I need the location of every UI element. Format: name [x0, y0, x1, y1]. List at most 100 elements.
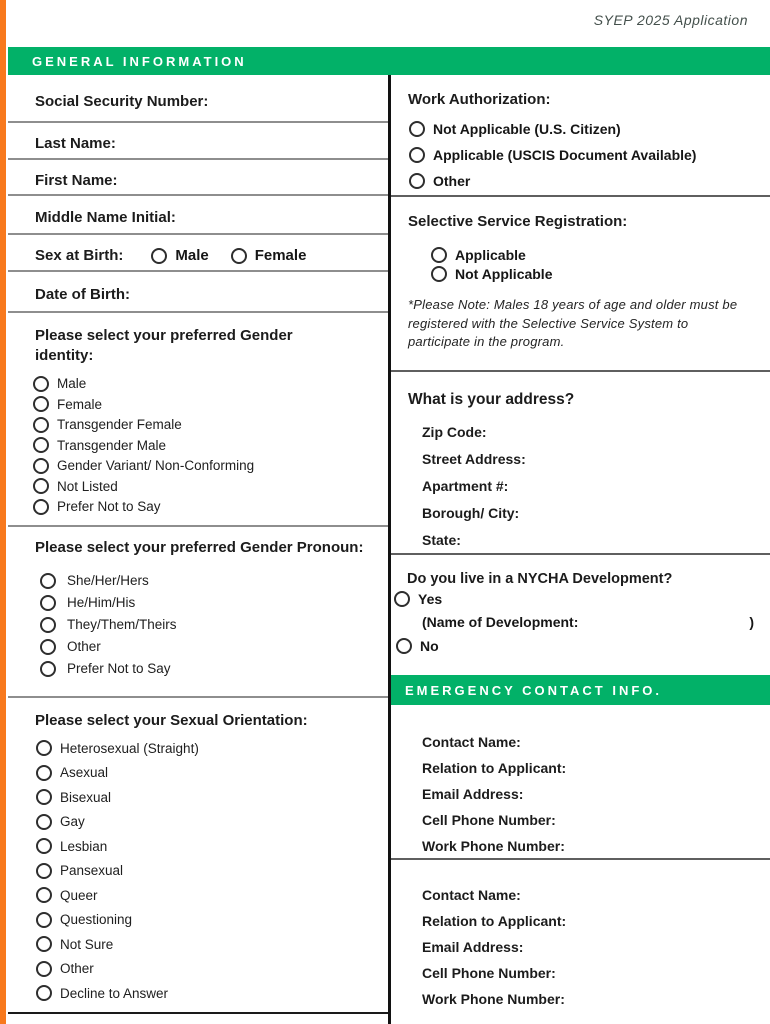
- radio-gp-prefer-not-to-say[interactable]: [40, 660, 56, 677]
- gp-option-label: Other: [67, 639, 101, 655]
- middle-initial-field[interactable]: Middle Name Initial:: [8, 196, 388, 235]
- radio-so-asexual[interactable]: [36, 764, 52, 781]
- gp-option-label: He/Him/His: [67, 595, 136, 611]
- apartment-field[interactable]: Apartment #:: [391, 472, 770, 499]
- contact1-email-field[interactable]: Email Address:: [391, 781, 770, 807]
- contact1-relation-field[interactable]: Relation to Applicant:: [391, 755, 770, 781]
- radio-gi-not-listed[interactable]: [33, 478, 49, 495]
- nycha-yes-option: Yes: [391, 589, 770, 609]
- contact1-name-field[interactable]: Contact Name:: [391, 729, 770, 755]
- radio-wa-not-applicable[interactable]: [409, 120, 425, 137]
- nycha-close-paren: ): [749, 614, 754, 630]
- radio-wa-other[interactable]: [409, 172, 425, 189]
- radio-ss-applicable[interactable]: [431, 247, 447, 264]
- so-option-label: Queer: [60, 887, 98, 903]
- borough-city-field[interactable]: Borough/ City:: [391, 499, 770, 526]
- so-option-label: Gay: [60, 814, 85, 830]
- work-authorization-heading: Work Authorization:: [408, 91, 551, 108]
- radio-gi-female[interactable]: [33, 396, 49, 413]
- gi-option-label: Male: [57, 376, 87, 392]
- sex-female-label: Female: [254, 247, 307, 264]
- contact1-work-phone-field[interactable]: Work Phone Number:: [391, 833, 770, 859]
- work-auth-option: Not Applicable (U.S. Citizen): [391, 116, 770, 142]
- radio-gp-other[interactable]: [40, 638, 56, 655]
- relation-label: Relation to Applicant:: [422, 913, 567, 929]
- sexual-orientation-option: Queer: [8, 883, 388, 908]
- ssn-field[interactable]: Social Security Number:: [8, 75, 388, 123]
- radio-so-queer[interactable]: [36, 887, 52, 904]
- street-address-field[interactable]: Street Address:: [391, 445, 770, 472]
- gender-identity-section: Please select your preferred Gender iden…: [8, 313, 388, 527]
- dob-field[interactable]: Date of Birth:: [8, 272, 388, 313]
- radio-so-bisexual[interactable]: [36, 789, 52, 806]
- section-banner-emergency-contact: EMERGENCY CONTACT INFO.: [391, 675, 770, 705]
- so-option-label: Bisexual: [60, 789, 112, 805]
- work-auth-option: Other: [391, 168, 770, 194]
- sexual-orientation-option: Questioning: [8, 907, 388, 932]
- ss-option-label: Not Applicable: [455, 266, 553, 283]
- first-name-field[interactable]: First Name:: [8, 160, 388, 196]
- form-columns: Social Security Number: Last Name: First…: [8, 75, 770, 1024]
- email-label: Email Address:: [422, 786, 524, 802]
- so-option-label: Other: [60, 961, 94, 977]
- radio-gp-she-her[interactable]: [40, 572, 56, 589]
- contact2-name-field[interactable]: Contact Name:: [391, 882, 770, 908]
- borough-city-label: Borough/ City:: [422, 504, 520, 521]
- zip-code-field[interactable]: Zip Code:: [391, 418, 770, 445]
- radio-so-lesbian[interactable]: [36, 838, 52, 855]
- gender-pronoun-option: They/Them/Theirs: [8, 614, 388, 636]
- sexual-orientation-option: Bisexual: [8, 785, 388, 810]
- radio-gi-male[interactable]: [33, 375, 49, 392]
- radio-ss-not-applicable[interactable]: [431, 266, 447, 283]
- contact2-cell-phone-field[interactable]: Cell Phone Number:: [391, 960, 770, 986]
- contact2-work-phone-field[interactable]: Work Phone Number:: [391, 986, 770, 1012]
- gender-identity-option: Prefer Not to Say: [8, 497, 388, 518]
- radio-gi-transgender-female[interactable]: [33, 416, 49, 433]
- section-banner-general-information: GENERAL INFORMATION: [8, 47, 770, 75]
- radio-so-gay[interactable]: [36, 813, 52, 830]
- last-name-field[interactable]: Last Name:: [8, 123, 388, 160]
- state-field[interactable]: State:: [391, 526, 770, 553]
- contact2-relation-field[interactable]: Relation to Applicant:: [391, 908, 770, 934]
- radio-so-other[interactable]: [36, 960, 52, 977]
- radio-so-not-sure[interactable]: [36, 936, 52, 953]
- contact2-email-field[interactable]: Email Address:: [391, 934, 770, 960]
- work-authorization-section: Work Authorization: Not Applicable (U.S.…: [391, 75, 770, 197]
- middle-initial-label: Middle Name Initial:: [35, 209, 176, 226]
- radio-sex-female[interactable]: [230, 247, 247, 264]
- cell-phone-label: Cell Phone Number:: [422, 812, 556, 828]
- nycha-yes-label: Yes: [418, 591, 443, 607]
- gi-option-label: Not Listed: [57, 478, 118, 494]
- radio-so-heterosexual[interactable]: [36, 740, 52, 757]
- radio-gi-transgender-male[interactable]: [33, 437, 49, 454]
- gi-option-label: Transgender Male: [57, 437, 167, 453]
- contact-name-label: Contact Name:: [422, 734, 521, 750]
- sexual-orientation-section: Please select your Sexual Orientation: H…: [8, 698, 388, 1014]
- gp-option-label: She/Her/Hers: [67, 573, 149, 589]
- sex-at-birth-field: Sex at Birth: Male Female: [8, 235, 388, 272]
- gender-identity-option: Transgender Male: [8, 435, 388, 456]
- gender-pronoun-option: She/Her/Hers: [8, 570, 388, 592]
- radio-so-pansexual[interactable]: [36, 862, 52, 879]
- radio-gi-prefer-not-to-say[interactable]: [33, 498, 49, 515]
- nycha-development-name-field[interactable]: (Name of Development: ): [391, 609, 754, 635]
- so-option-label: Heterosexual (Straight): [60, 740, 199, 756]
- radio-wa-applicable[interactable]: [409, 146, 425, 163]
- radio-nycha-yes[interactable]: [394, 591, 410, 607]
- radio-so-decline[interactable]: [36, 985, 52, 1002]
- gender-pronoun-option: He/Him/His: [8, 592, 388, 614]
- wa-option-label: Other: [433, 172, 471, 189]
- gi-option-label: Prefer Not to Say: [57, 499, 161, 515]
- radio-gp-he-him[interactable]: [40, 594, 56, 611]
- radio-so-questioning[interactable]: [36, 911, 52, 928]
- gender-identity-option: Not Listed: [8, 476, 388, 497]
- zip-code-label: Zip Code:: [422, 423, 487, 440]
- radio-nycha-no[interactable]: [396, 638, 412, 654]
- radio-sex-male[interactable]: [151, 247, 168, 264]
- radio-gi-gender-variant[interactable]: [33, 457, 49, 474]
- street-address-label: Street Address:: [422, 450, 526, 467]
- contact1-cell-phone-field[interactable]: Cell Phone Number:: [391, 807, 770, 833]
- radio-gp-they-them[interactable]: [40, 616, 56, 633]
- gender-pronoun-heading: Please select your preferred Gender Pron…: [35, 539, 364, 556]
- work-auth-option: Applicable (USCIS Document Available): [391, 142, 770, 168]
